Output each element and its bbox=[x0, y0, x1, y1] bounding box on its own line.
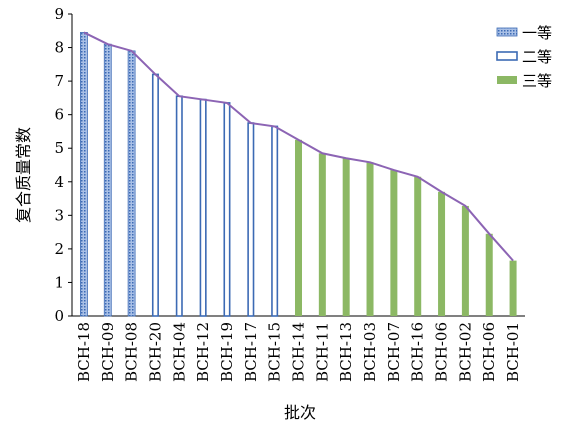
bar bbox=[509, 260, 517, 316]
x-tick-label: BCH-12 bbox=[194, 322, 212, 382]
bar bbox=[80, 32, 88, 317]
bar bbox=[271, 125, 279, 317]
x-tick-label: BCH-16 bbox=[409, 322, 427, 382]
y-tick-label: 3 bbox=[54, 206, 64, 224]
x-tick-label: BCH-04 bbox=[170, 322, 188, 382]
legend-label: 二等 bbox=[522, 48, 552, 66]
bar bbox=[295, 139, 302, 316]
bar bbox=[223, 102, 231, 317]
y-tick-label: 4 bbox=[54, 173, 64, 191]
bar bbox=[318, 153, 326, 316]
y-tick-label: 8 bbox=[54, 39, 64, 57]
tick-labels: 0 1 2 3 4 5 6 7 8 9 BCH-18 BCH-09 BCH-08 BCH-20 BCH-04… bbox=[54, 5, 522, 382]
legend-label: 三等 bbox=[522, 72, 552, 90]
x-tick-label: BCH-02 bbox=[456, 322, 474, 382]
x-tick-label: BCH-19 bbox=[218, 322, 236, 382]
bar bbox=[103, 43, 112, 317]
trend-line-layer bbox=[83, 31, 514, 262]
bar bbox=[151, 73, 159, 317]
y-tick-label: 2 bbox=[54, 240, 64, 258]
y-axis-title: 复合质量常数 bbox=[14, 127, 33, 223]
x-tick-label: BCH-03 bbox=[361, 322, 379, 382]
x-tick-label: BCH-09 bbox=[99, 322, 117, 382]
legend-swatch bbox=[497, 76, 517, 84]
x-tick-label: BCH-06 bbox=[480, 322, 498, 382]
bar bbox=[414, 176, 422, 316]
trend-line bbox=[83, 31, 514, 262]
bar bbox=[438, 191, 446, 316]
x-tick-label: BCH-11 bbox=[313, 322, 331, 382]
x-tick-label: BCH-08 bbox=[123, 322, 141, 382]
bar bbox=[366, 162, 374, 316]
bar bbox=[461, 205, 469, 316]
legend-label: 一等 bbox=[522, 24, 552, 42]
x-tick-label: BCH-18 bbox=[75, 322, 93, 382]
x-tick-label: BCH-14 bbox=[290, 322, 308, 382]
y-tick-label: 9 bbox=[54, 5, 64, 23]
x-tick-label: BCH-07 bbox=[385, 322, 403, 382]
bar bbox=[127, 50, 136, 317]
bar bbox=[390, 170, 398, 316]
bars bbox=[80, 32, 517, 317]
legend-swatch bbox=[496, 51, 518, 61]
bar bbox=[175, 95, 183, 317]
y-tick-label: 0 bbox=[54, 307, 64, 325]
legend-swatch bbox=[496, 27, 518, 37]
bar bbox=[342, 158, 350, 316]
x-tick-label: BCH-15 bbox=[266, 322, 284, 382]
x-tick-label: BCH-06 bbox=[433, 322, 451, 382]
bar bbox=[199, 98, 207, 317]
y-tick-label: 7 bbox=[54, 72, 64, 90]
x-tick-label: BCH-01 bbox=[504, 322, 522, 382]
x-tick-label: BCH-20 bbox=[146, 322, 164, 382]
y-tick-label: 6 bbox=[54, 106, 64, 124]
x-axis-title: 批次 bbox=[284, 403, 316, 422]
y-tick-label: 1 bbox=[54, 273, 64, 291]
bar bbox=[247, 122, 255, 317]
x-tick-label: BCH-13 bbox=[337, 322, 355, 382]
y-tick-label: 5 bbox=[54, 139, 64, 157]
bar bbox=[485, 233, 493, 316]
x-tick-label: BCH-17 bbox=[242, 322, 260, 382]
